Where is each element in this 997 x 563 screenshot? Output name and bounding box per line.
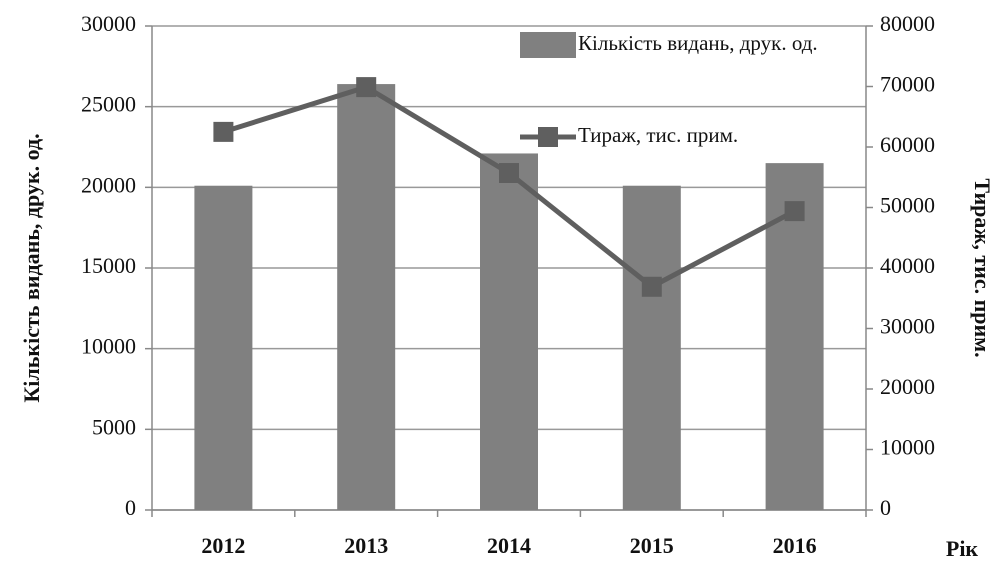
bar [337, 84, 396, 510]
y-tick-label: 15000 [81, 253, 136, 278]
legend-label: Кількість видань, друк. од. [578, 31, 818, 55]
marker [213, 121, 234, 142]
legend-swatch [520, 32, 576, 58]
y-tick-label: 5000 [92, 414, 136, 439]
y2-tick-label: 40000 [880, 253, 935, 278]
y-axis-title: Кількість видань, друк. од. [19, 133, 44, 402]
y-tick-label: 30000 [81, 11, 136, 36]
bar [194, 185, 253, 510]
y-tick-label: 10000 [81, 334, 136, 359]
y2-tick-label: 10000 [880, 435, 935, 460]
y2-axis-title: Тираж, тис. прим. [970, 178, 995, 357]
marker [356, 77, 377, 98]
y2-tick-label: 70000 [880, 72, 935, 97]
legend-entry: Тираж, тис. прим. [578, 123, 739, 147]
bar [480, 153, 538, 510]
y2-tick-label: 20000 [880, 374, 935, 399]
legend-swatch [538, 127, 558, 147]
x-tick-label: 2015 [630, 533, 674, 558]
x-tick-label: 2012 [201, 533, 245, 558]
y2-tick-label: 50000 [880, 193, 935, 218]
y-tick-label: 0 [125, 495, 136, 520]
x-tick-label: 2013 [344, 533, 388, 558]
marker [641, 276, 662, 297]
y-tick-label: 25000 [81, 92, 136, 117]
bar [622, 185, 681, 510]
y2-tick-label: 30000 [880, 314, 935, 339]
marker [784, 201, 805, 222]
legend-entry: Кількість видань, друк. од. [578, 31, 818, 55]
y-tick-label: 20000 [81, 172, 136, 197]
x-tick-label: 2016 [773, 533, 817, 558]
y2-tick-label: 60000 [880, 132, 935, 157]
legend-label: Тираж, тис. прим. [578, 123, 739, 147]
x-tick-label: 2014 [487, 533, 531, 558]
y2-tick-label: 80000 [880, 11, 935, 36]
x-axis-title: Рік [946, 536, 979, 561]
y2-tick-label: 0 [880, 495, 891, 520]
marker [499, 163, 519, 184]
